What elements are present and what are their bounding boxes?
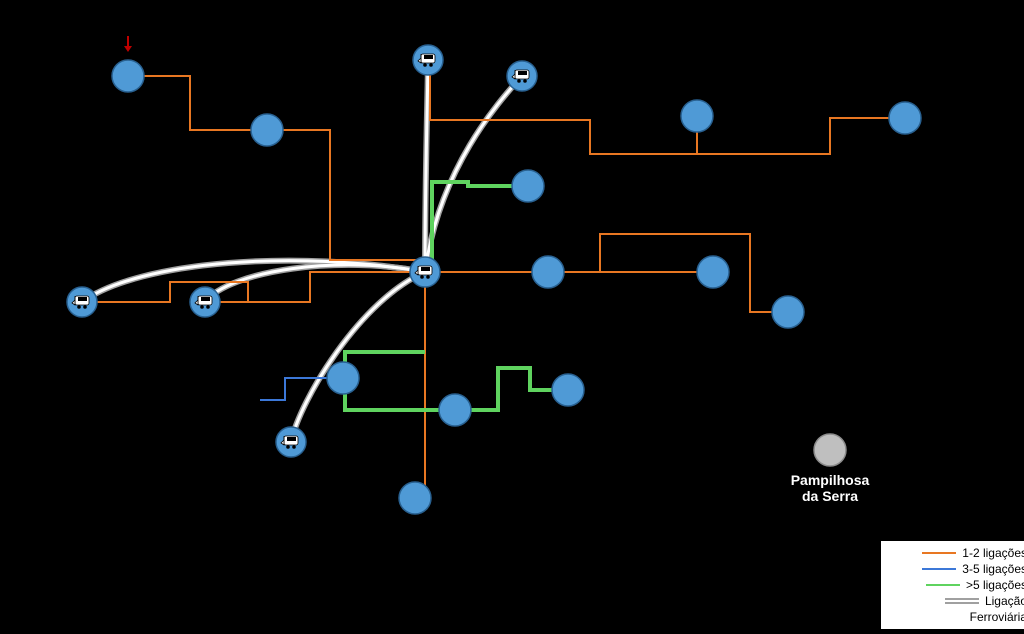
legend-label: >5 ligações xyxy=(966,578,1024,593)
legend-swatch-blue xyxy=(922,568,956,570)
rail-edge xyxy=(291,272,425,442)
arrow-head-icon xyxy=(124,46,132,52)
line-layer xyxy=(82,62,905,498)
edge-green xyxy=(345,352,455,410)
legend-label: 1-2 ligações xyxy=(962,546,1024,561)
legend-swatch-orange xyxy=(922,552,956,554)
legend-swatch-green xyxy=(926,584,960,586)
isolated-label-line1: Pampilhosa xyxy=(780,472,880,488)
network-node xyxy=(112,60,144,92)
network-node xyxy=(681,100,713,132)
isolated-label-line2: da Serra xyxy=(780,488,880,504)
city-node xyxy=(552,374,584,406)
rail-layer xyxy=(82,60,522,442)
edge-orange xyxy=(128,76,267,130)
city-node xyxy=(512,170,544,202)
edge-orange xyxy=(697,118,905,154)
city-node xyxy=(327,362,359,394)
rail-edge-inner xyxy=(425,76,522,272)
legend-item-3-5: 3-5 ligações xyxy=(887,561,1024,577)
edge-orange xyxy=(415,286,425,498)
city-node xyxy=(889,102,921,134)
network-node xyxy=(889,102,921,134)
network-node xyxy=(532,256,564,288)
legend-swatch-rail xyxy=(945,598,979,604)
isolated-node-label: Pampilhosa da Serra xyxy=(780,472,880,504)
city-node xyxy=(251,114,283,146)
rail-edge xyxy=(425,76,522,272)
city-node xyxy=(399,482,431,514)
legend-label: Ferroviária xyxy=(970,610,1024,625)
legend-item-rail-a: Ligação xyxy=(887,593,1024,609)
city-node xyxy=(439,394,471,426)
legend: 1-2 ligações 3-5 ligações >5 ligações Li… xyxy=(880,540,1024,630)
overlay-layer xyxy=(124,36,132,52)
network-node xyxy=(327,362,359,394)
legend-item-1-2: 1-2 ligações xyxy=(887,545,1024,561)
network-node xyxy=(67,287,97,317)
network-node xyxy=(507,61,537,91)
legend-label: 3-5 ligações xyxy=(962,562,1024,577)
network-node xyxy=(190,287,220,317)
edge-green xyxy=(455,368,568,410)
city-node xyxy=(681,100,713,132)
legend-item-gt5: >5 ligações xyxy=(887,577,1024,593)
network-node xyxy=(410,257,440,287)
rail-edge xyxy=(205,265,425,302)
network-canvas xyxy=(0,0,1024,634)
network-node xyxy=(439,394,471,426)
city-node xyxy=(532,256,564,288)
isolated-node xyxy=(814,434,846,466)
network-node xyxy=(251,114,283,146)
network-node xyxy=(772,296,804,328)
edge-orange xyxy=(267,130,416,260)
city-node xyxy=(772,296,804,328)
rail-edge-inner xyxy=(291,272,425,442)
network-node xyxy=(276,427,306,457)
network-node xyxy=(512,170,544,202)
city-node xyxy=(697,256,729,288)
legend-item-rail-b: Ferroviária xyxy=(887,609,1024,625)
node-layer xyxy=(67,45,921,514)
network-node xyxy=(399,482,431,514)
network-node xyxy=(552,374,584,406)
city-node xyxy=(112,60,144,92)
legend-label: Ligação xyxy=(985,594,1024,609)
network-node xyxy=(413,45,443,75)
network-node xyxy=(697,256,729,288)
